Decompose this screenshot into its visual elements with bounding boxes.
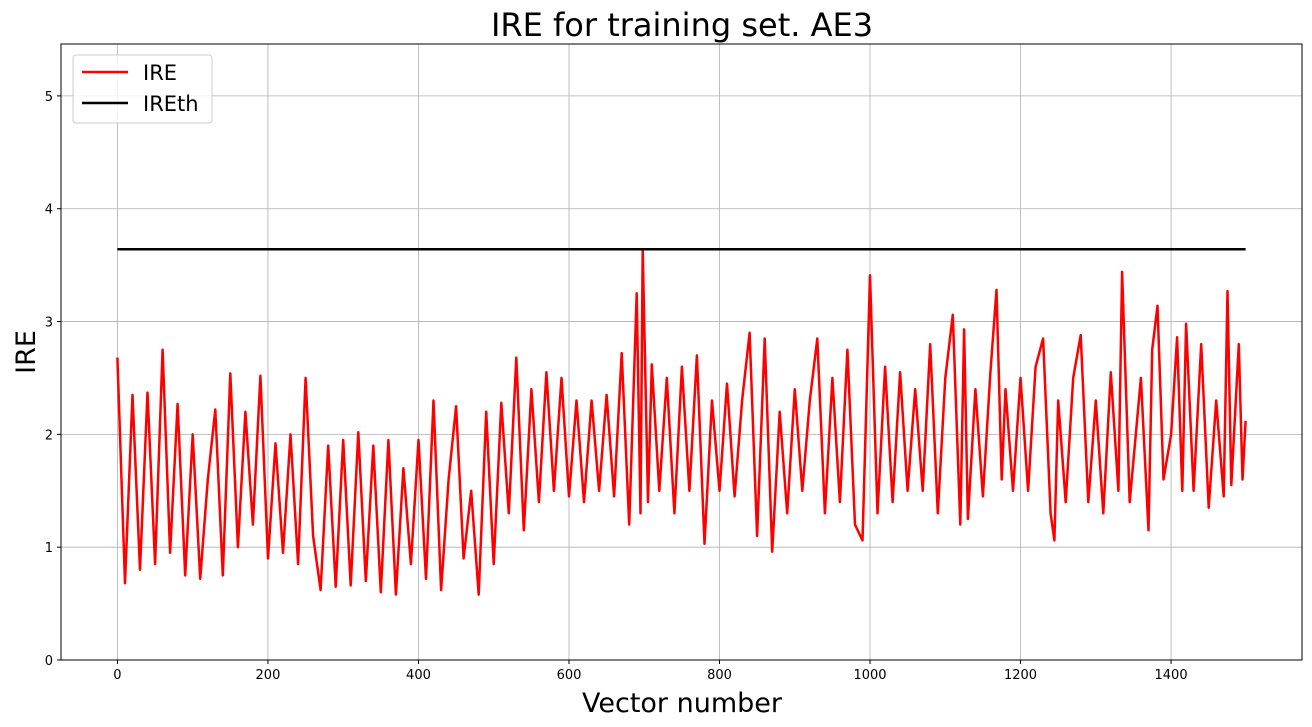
y-axis-label: IRE xyxy=(11,330,42,374)
x-tick-label: 200 xyxy=(256,668,281,683)
series-line-ire xyxy=(116,248,1247,596)
grid xyxy=(61,44,1302,661)
x-tick-label: 800 xyxy=(707,668,732,683)
x-tick-label: 1200 xyxy=(1004,668,1037,683)
y-tick-label: 0 xyxy=(45,654,53,669)
axis-ticks: 0 200 400 600 800 1000 1200 1400 0 1 2 3 4 5 xyxy=(45,90,1188,683)
x-tick-label: 600 xyxy=(557,668,582,683)
x-axis-label: Vector number xyxy=(582,688,783,719)
x-tick-label: 400 xyxy=(406,668,431,683)
y-tick-label: 2 xyxy=(45,428,53,443)
x-tick-label: 1400 xyxy=(1155,668,1188,683)
plot-lines xyxy=(116,248,1247,596)
legend-label-ire: IRE xyxy=(143,61,177,85)
y-tick-label: 5 xyxy=(45,90,53,105)
legend-label-ireth: IREth xyxy=(143,92,199,116)
plot-frame xyxy=(60,43,1303,661)
chart-title: IRE for training set. AE3 xyxy=(491,6,873,44)
legend: IRE IREth xyxy=(72,54,213,124)
x-tick-label: 0 xyxy=(113,668,121,683)
y-tick-label: 3 xyxy=(45,316,53,331)
y-tick-label: 1 xyxy=(45,541,53,556)
x-tick-label: 1000 xyxy=(853,668,886,683)
y-tick-label: 4 xyxy=(45,203,53,218)
